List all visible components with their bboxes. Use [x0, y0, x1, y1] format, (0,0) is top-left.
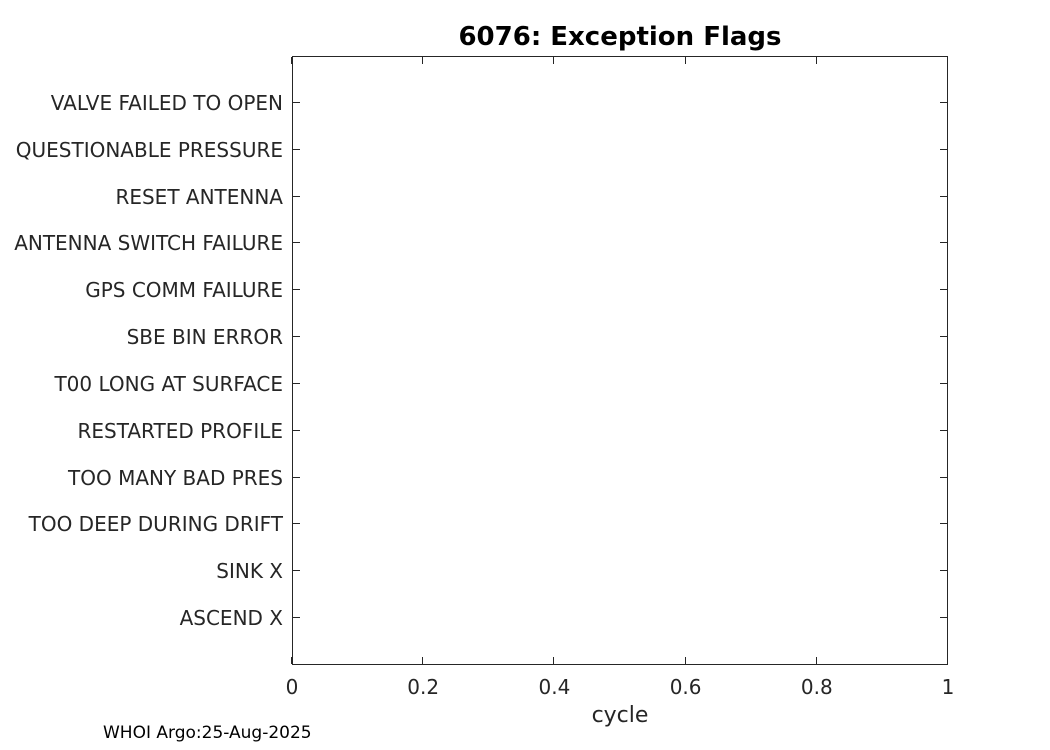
tick-mark: [947, 57, 948, 64]
x-axis-tick-label: 1: [941, 675, 955, 699]
tick-mark: [293, 523, 300, 524]
tick-mark: [293, 336, 300, 337]
tick-mark: [940, 289, 947, 290]
y-axis-category-label: SBE BIN ERROR: [126, 325, 283, 350]
tick-mark: [947, 657, 948, 664]
y-axis-category-label: TOO MANY BAD PRES: [68, 465, 283, 490]
tick-mark: [940, 196, 947, 197]
tick-mark: [553, 57, 554, 64]
tick-mark: [940, 102, 947, 103]
tick-mark: [293, 383, 300, 384]
tick-mark: [293, 149, 300, 150]
tick-mark: [293, 289, 300, 290]
tick-mark: [293, 617, 300, 618]
tick-mark: [940, 477, 947, 478]
tick-mark: [293, 242, 300, 243]
tick-mark: [291, 657, 292, 664]
tick-mark: [293, 430, 300, 431]
y-axis-category-label: RESET ANTENNA: [115, 184, 283, 209]
tick-mark: [940, 383, 947, 384]
tick-mark: [422, 57, 423, 64]
chart-title: 6076: Exception Flags: [458, 22, 782, 52]
tick-mark: [293, 570, 300, 571]
tick-mark: [685, 57, 686, 64]
credit-text: WHOI Argo:25-Aug-2025: [103, 723, 312, 743]
y-axis-category-label: VALVE FAILED TO OPEN: [50, 90, 283, 115]
tick-mark: [940, 242, 947, 243]
tick-mark: [422, 657, 423, 664]
tick-mark: [293, 102, 300, 103]
x-axis-tick-label: 0.2: [407, 675, 440, 699]
x-axis-tick-label: 0.8: [800, 675, 833, 699]
y-axis-category-label: ANTENNA SWITCH FAILURE: [14, 231, 283, 256]
y-axis-category-label: T00 LONG AT SURFACE: [54, 371, 283, 396]
tick-mark: [940, 149, 947, 150]
tick-mark: [291, 57, 292, 64]
tick-mark: [940, 570, 947, 571]
x-axis-tick-label: 0: [285, 675, 299, 699]
tick-mark: [940, 430, 947, 431]
y-axis-category-label: TOO DEEP DURING DRIFT: [28, 512, 283, 537]
y-axis-category-label: SINK X: [216, 559, 283, 584]
x-axis-label: cycle: [591, 703, 649, 728]
tick-mark: [940, 336, 947, 337]
tick-mark: [816, 657, 817, 664]
tick-mark: [293, 196, 300, 197]
tick-mark: [940, 617, 947, 618]
tick-mark: [553, 657, 554, 664]
x-axis-tick-label: 0.6: [669, 675, 702, 699]
x-axis-tick-label: 0.4: [538, 675, 571, 699]
tick-mark: [293, 477, 300, 478]
y-axis-category-label: RESTARTED PROFILE: [77, 418, 283, 443]
plot-area: [292, 56, 948, 665]
y-axis-category-label: ASCEND X: [179, 606, 283, 631]
tick-mark: [816, 57, 817, 64]
tick-mark: [940, 523, 947, 524]
y-axis-category-label: GPS COMM FAILURE: [85, 278, 283, 303]
tick-mark: [685, 657, 686, 664]
y-axis-category-label: QUESTIONABLE PRESSURE: [15, 137, 283, 162]
